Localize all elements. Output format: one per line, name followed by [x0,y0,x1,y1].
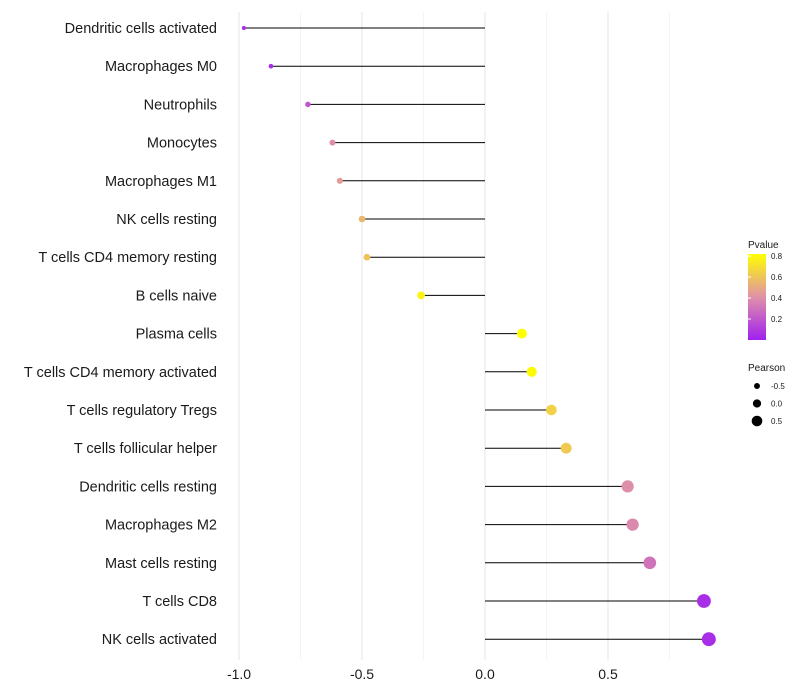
category-label: Macrophages M0 [105,59,217,75]
lollipop-point [241,25,246,31]
lollipop-point [526,366,537,377]
lollipop-point [701,632,716,647]
lollipop-point [305,101,311,108]
category-label: Dendritic cells resting [79,479,217,495]
lollipop-point [363,253,371,261]
category-label: T cells regulatory Tregs [67,403,217,419]
category-label: B cells naive [136,288,217,304]
legend: Pvalue 0.8 0.6 0.4 0.2 Pearson -0.5 0.0 0.5 [748,240,785,427]
lollipop-point [336,177,343,184]
lollipop-point [546,404,557,416]
legend-pearson-items: -0.5 0.0 0.5 [751,382,785,427]
legend-pearson-title: Pearson [748,363,785,374]
lollipop-point [697,594,711,608]
category-label: T cells follicular helper [74,441,217,457]
x-tick-label: -1.0 [227,666,251,682]
x-tick-label: -0.5 [350,666,374,682]
category-label: T cells CD4 memory activated [24,365,217,381]
category-label: Plasma cells [136,327,217,343]
x-tick-label: 0.0 [475,666,495,682]
category-label: Monocytes [147,136,217,152]
stems-layer [243,27,709,640]
lollipop-point [516,328,527,339]
category-label: Neutrophils [144,97,217,113]
lollipop-point [329,139,336,146]
category-label: Macrophages M1 [105,174,217,190]
category-label: Dendritic cells activated [65,21,217,37]
x-axis-ticks: -1.0 -0.5 0.0 0.5 [227,666,618,682]
category-label: T cells CD4 memory resting [38,250,217,266]
legend-pearson-label: -0.5 [771,382,785,391]
lollipop-point [560,442,572,454]
legend-pvalue-tick-label: 0.6 [771,273,783,282]
legend-pearson-dot [751,415,763,427]
legend-pearson-dot [754,383,760,389]
legend-pvalue-tick-label: 0.4 [771,294,783,303]
legend-pvalue-tick-label: 0.2 [771,315,783,324]
legend-pearson-label: 0.0 [771,400,783,409]
category-labels: Dendritic cells activated Macrophages M0 N… [24,21,217,648]
lollipop-point [621,480,634,493]
lollipop-point [417,291,425,300]
legend-pearson-label: 0.5 [771,417,783,426]
legend-pvalue-tick-label: 0.8 [771,252,783,261]
grid-layer [238,12,670,660]
category-label: Mast cells resting [105,556,217,572]
legend-pearson-dot [752,399,762,408]
category-label: NK cells resting [116,212,217,228]
points-layer [241,25,716,647]
legend-pvalue-title: Pvalue [748,240,779,251]
lollipop-point [626,518,639,531]
legend-pvalue-colorbar [748,254,766,340]
category-label: NK cells activated [102,632,217,648]
lollipop-point [268,63,274,69]
legend-pvalue-ticks: 0.8 0.6 0.4 0.2 [748,252,783,324]
category-label: Macrophages M2 [105,518,217,534]
x-tick-label: 0.5 [598,666,618,682]
category-label: T cells CD8 [142,594,217,610]
lollipop-point [358,215,366,223]
lollipop-point [643,556,657,570]
